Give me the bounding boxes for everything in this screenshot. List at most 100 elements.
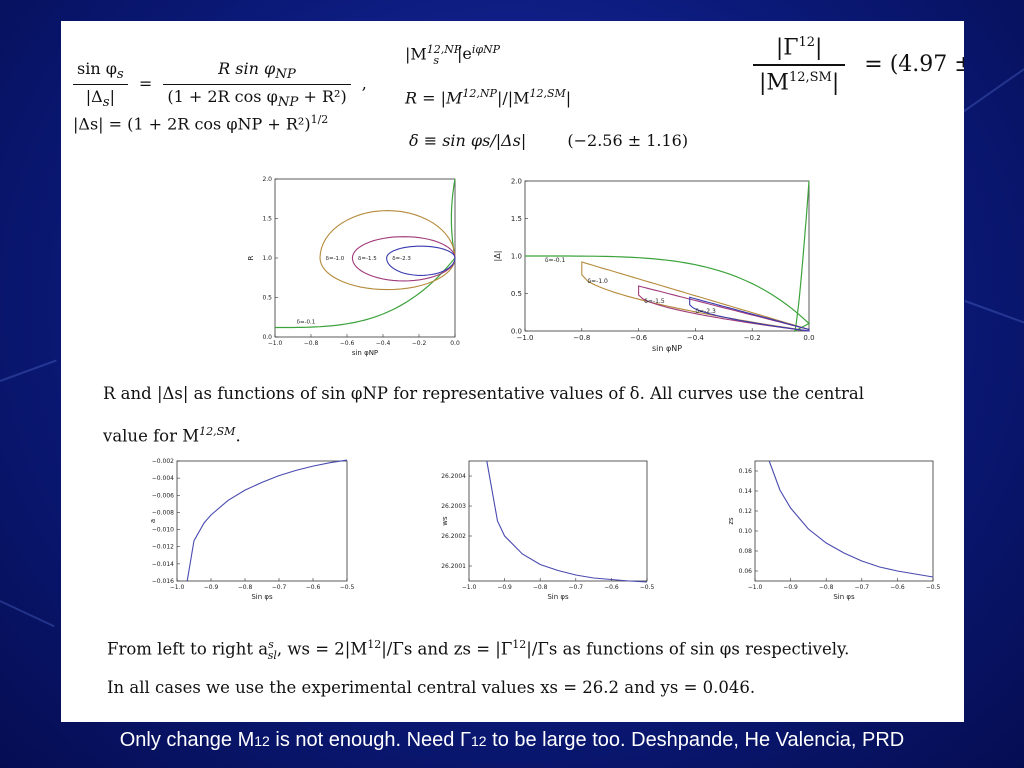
x-tick-label: −0.9	[783, 584, 798, 591]
x-tick-label: −1.0	[268, 340, 283, 347]
caption-left-to-right: From left to right assl, ws = 2|M12|/Γs …	[107, 638, 850, 662]
y-tick-label: 1.5	[511, 215, 522, 223]
y-tick-label: −0.006	[152, 492, 174, 499]
caption-experimental-values: In all cases we use the experimental cen…	[107, 678, 756, 697]
y-tick-label: −0.010	[152, 527, 174, 534]
x-tick-label: −0.7	[272, 584, 287, 591]
y-tick-label: −0.008	[152, 509, 174, 516]
x-tick-label: 0.0	[450, 340, 460, 347]
plot-frame	[754, 460, 934, 582]
plot-frame	[468, 460, 648, 582]
background-streak	[964, 300, 1024, 337]
x-tick-label: −0.8	[819, 584, 834, 591]
x-tick-label: −0.7	[569, 584, 584, 591]
equation-delta-s: |Δs| = (1 + 2R cos φNP + R²)1/2	[73, 113, 329, 134]
x-tick-label: −0.9	[204, 584, 219, 591]
series-line-delta-0.1	[525, 180, 811, 333]
y-tick-label: 0.08	[739, 548, 753, 555]
x-tick-label: −0.5	[926, 584, 941, 591]
x-tick-label: −0.6	[890, 584, 905, 591]
y-axis-label: R	[247, 255, 255, 260]
y-tick-label: 0.5	[511, 290, 522, 298]
series-label: δ=-0.1	[545, 257, 566, 264]
series-label: δ=-1.0	[587, 278, 608, 285]
x-tick-label: −0.6	[340, 340, 355, 347]
y-axis-label: |Δ|	[493, 251, 502, 262]
y-tick-label: 0.0	[511, 327, 522, 335]
series-line	[486, 460, 648, 583]
y-tick-label: 26.2002	[441, 533, 466, 540]
plot-frame	[176, 460, 348, 582]
y-tick-label: −0.004	[152, 475, 174, 482]
y-tick-label: 0.10	[739, 528, 753, 535]
x-tick-label: −1.0	[517, 334, 534, 342]
equation-r-definition: R = |M12,NP|/|M12,SM|	[405, 87, 572, 108]
x-axis-label: sin φNP	[652, 344, 682, 353]
x-axis-label: sin φNP	[352, 349, 378, 357]
series-label: δ=-1.5	[644, 298, 665, 305]
chart-z-s: −1.0 −0.9 −0.8 −0.7 −0.6 −0.5 0.06 0.08 0.10 0.12…	[727, 460, 941, 601]
x-tick-label: −0.9	[497, 584, 512, 591]
x-tick-label: −1.0	[748, 584, 763, 591]
series-loop-δ=-1.5	[638, 285, 810, 332]
y-tick-label: 1.0	[511, 252, 522, 260]
series-line	[186, 459, 348, 582]
x-tick-label: −0.7	[855, 584, 870, 591]
equation-sin-phi-ratio: sin φs |Δs| = R sin φNP (1 + 2R cos φNP …	[73, 59, 367, 110]
x-tick-label: −0.2	[744, 334, 761, 342]
y-tick-label: 0.12	[739, 508, 753, 515]
caption-central-value: value for M12,SM.	[103, 425, 241, 446]
y-tick-label: −0.012	[152, 544, 174, 551]
y-tick-label: 0.06	[739, 568, 753, 575]
x-tick-label: −0.8	[304, 340, 319, 347]
y-axis-label: ws	[441, 516, 449, 526]
chart-a-sl: −1.0 −0.9 −0.8 −0.7 −0.6 −0.5 −0.002 −0.004 −0.0…	[149, 458, 355, 601]
chart-r-vs-sin-phi-np: −1.0 −0.8 −0.6 −0.4 −0.2 0.0 0.0 0.5 1.0 1.5 2.0 si…	[247, 176, 460, 357]
background-streak	[0, 600, 55, 628]
series-loop-δ=-1.0	[319, 210, 456, 291]
y-tick-label: 0.16	[739, 468, 753, 475]
x-tick-label: −0.8	[533, 584, 548, 591]
x-tick-label: −0.6	[630, 334, 648, 342]
caption-r-delta: R and |Δs| as functions of sin φNP for r…	[103, 384, 865, 403]
x-tick-label: −0.5	[340, 584, 355, 591]
y-tick-label: 0.0	[262, 334, 272, 341]
x-tick-label: −0.2	[412, 340, 427, 347]
x-tick-label: −0.5	[640, 584, 655, 591]
x-tick-label: −0.4	[376, 340, 391, 347]
x-tick-label: −0.6	[604, 584, 619, 591]
y-tick-label: 1.5	[262, 216, 272, 223]
y-axis-label: a	[149, 519, 157, 523]
series-loop-δ=-2.3	[386, 245, 456, 276]
background-streak	[0, 359, 57, 382]
series-label: δ=-1.0	[326, 256, 345, 262]
y-tick-label: 0.14	[739, 488, 753, 495]
y-tick-label: −0.014	[152, 561, 174, 568]
y-tick-label: 0.5	[262, 295, 272, 302]
x-tick-label: −1.0	[462, 584, 477, 591]
y-tick-label: 26.2003	[441, 503, 466, 510]
chart-delta-vs-sin-phi-np: −1.0 −0.8 −0.6 −0.4 −0.2 0.0 0.0 0.5 1.0 1.5 2.0 si…	[493, 177, 815, 353]
equation-gamma-ratio: |Γ12| |M12,SM| = (4.97 ± 0.94)	[753, 35, 964, 96]
x-tick-label: −1.0	[170, 584, 185, 591]
x-axis-label: Sin φs	[547, 593, 569, 601]
series-label: δ=-2.3	[392, 256, 411, 262]
y-tick-label: 26.2004	[441, 473, 466, 480]
y-tick-label: 2.0	[511, 177, 522, 185]
series-label: δ=-0.1	[297, 320, 316, 326]
series-line	[768, 460, 934, 578]
y-tick-label: 26.2001	[441, 563, 466, 570]
x-axis-label: Sin φs	[833, 593, 855, 601]
equation-m12-np: |M12,NPs |eiφNP	[405, 43, 501, 67]
x-tick-label: −0.8	[573, 334, 590, 342]
y-axis-label: zs	[727, 517, 735, 525]
series-line-delta-0.1	[275, 178, 456, 329]
x-tick-label: 0.0	[803, 334, 814, 342]
x-tick-label: −0.6	[306, 584, 321, 591]
y-tick-label: −0.002	[152, 458, 174, 465]
x-axis-label: Sin φs	[251, 593, 273, 601]
series-label: δ=-2.3	[695, 308, 716, 315]
series-label: δ=-1.5	[358, 256, 377, 262]
x-tick-label: −0.8	[238, 584, 253, 591]
